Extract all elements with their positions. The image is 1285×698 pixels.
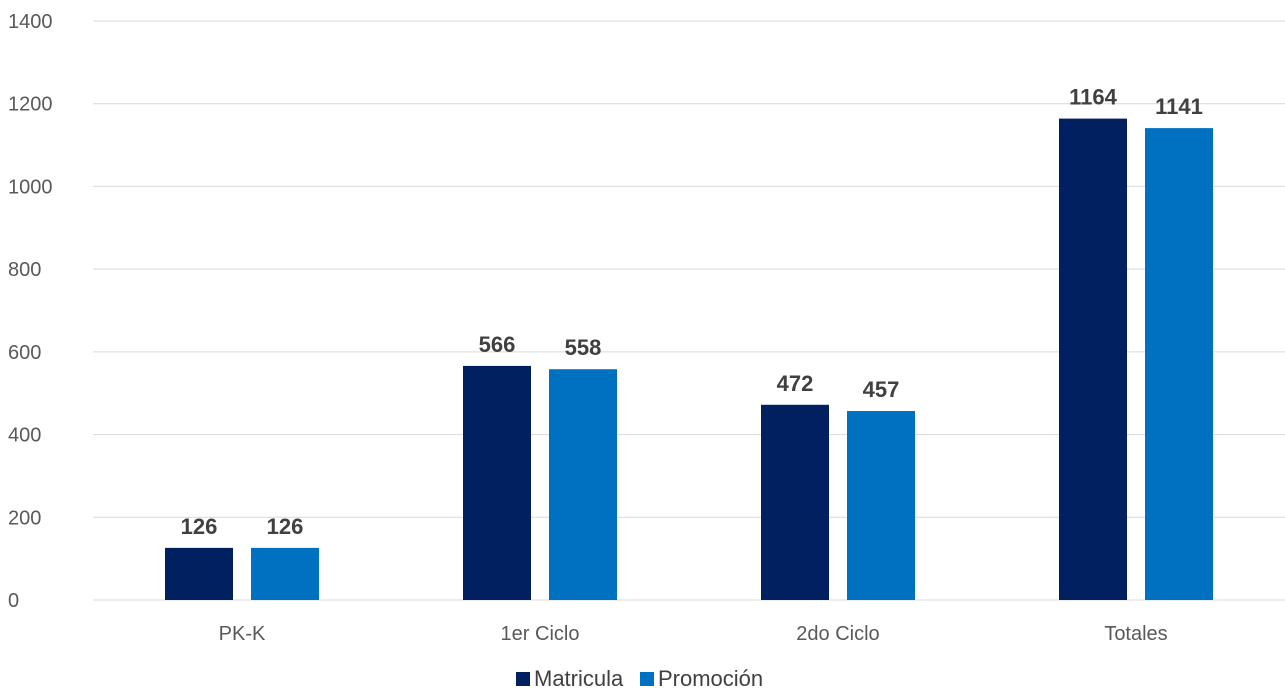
data-label: 1141	[1155, 94, 1203, 119]
data-label: 457	[863, 377, 900, 402]
data-label: 566	[479, 332, 516, 357]
legend-label: Promoción	[658, 666, 763, 691]
x-axis-category-labels: PK-K 1er Ciclo 2do Ciclo Totales	[219, 623, 1168, 645]
gridlines	[93, 20, 1285, 601]
category-label: 1er Ciclo	[501, 623, 580, 645]
y-tick-label: 1200	[8, 94, 53, 116]
bar-matricula	[1059, 118, 1127, 601]
bar-promocion	[251, 547, 319, 600]
y-axis-tick-labels: 0 200 400 600 800 1000 1200 1400	[8, 11, 53, 612]
category-label: PK-K	[219, 623, 266, 645]
y-tick-label: 800	[8, 259, 41, 281]
y-tick-label: 1000	[8, 176, 53, 198]
legend: Matricula Promoción	[516, 666, 763, 691]
bar-promocion	[549, 369, 617, 600]
y-tick-label: 400	[8, 425, 41, 447]
bars	[165, 118, 1213, 601]
y-tick-label: 0	[8, 590, 19, 612]
y-tick-label: 1400	[8, 11, 53, 33]
bar-promocion	[1145, 128, 1213, 601]
bar-matricula	[463, 365, 531, 600]
y-tick-label: 200	[8, 507, 41, 529]
data-label: 558	[565, 335, 602, 360]
bar-matricula	[165, 547, 233, 600]
data-label: 126	[267, 514, 304, 539]
data-labels: 126 126 566 558 472 457 1164 1141	[181, 85, 1203, 539]
data-label: 1164	[1069, 85, 1117, 110]
legend-swatch	[640, 672, 654, 686]
category-label: Totales	[1104, 623, 1167, 645]
bar-promocion	[847, 410, 915, 600]
data-label: 126	[181, 514, 218, 539]
y-tick-label: 600	[8, 342, 41, 364]
bar-matricula	[761, 404, 829, 600]
category-label: 2do Ciclo	[796, 623, 879, 645]
legend-swatch	[516, 672, 530, 686]
legend-label: Matricula	[534, 666, 624, 691]
data-label: 472	[777, 371, 814, 396]
